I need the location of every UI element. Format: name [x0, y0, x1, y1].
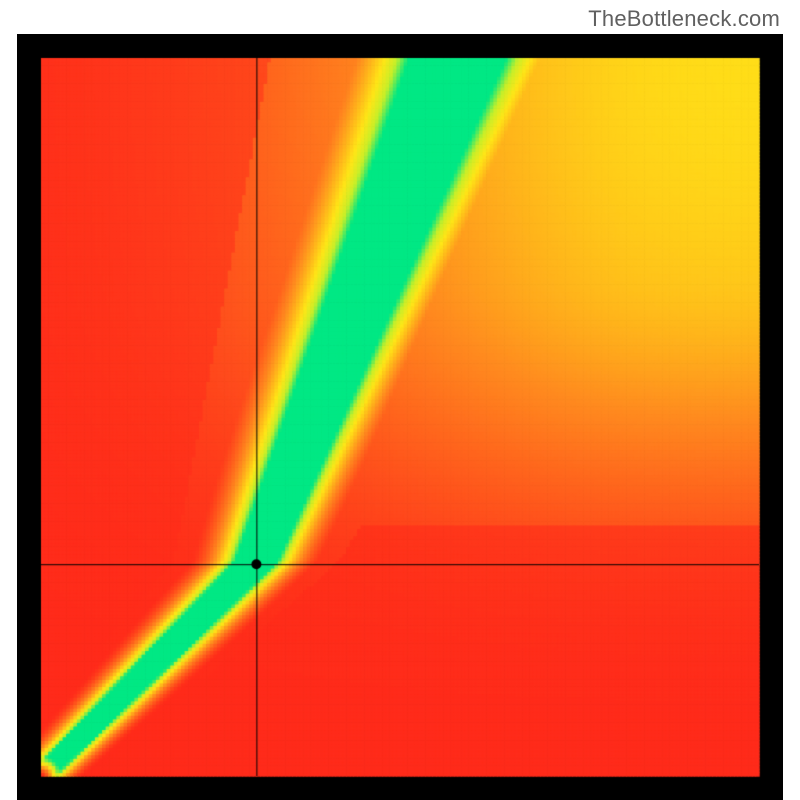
- heatmap-canvas: [17, 34, 783, 800]
- chart-frame: [17, 34, 783, 800]
- watermark-text: TheBottleneck.com: [588, 6, 780, 32]
